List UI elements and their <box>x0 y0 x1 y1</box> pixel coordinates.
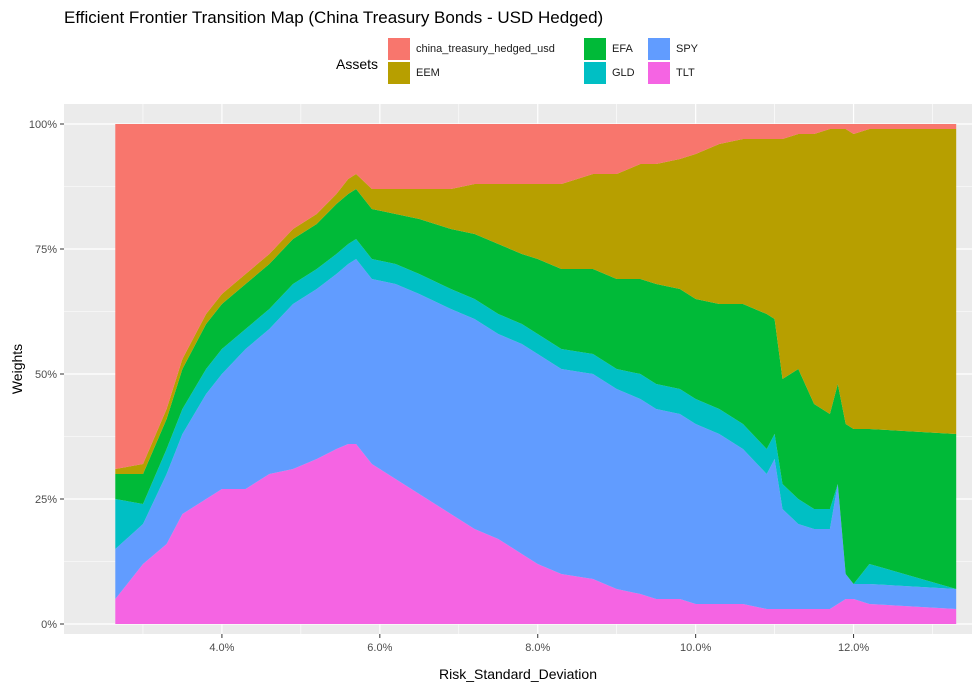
x-axis-title: Risk_Standard_Deviation <box>439 666 597 682</box>
y-tick-label: 25% <box>35 494 57 506</box>
x-tick-label: 8.0% <box>525 642 550 654</box>
area-series <box>115 124 957 624</box>
x-tick-label: 12.0% <box>838 642 869 654</box>
chart-title: Efficient Frontier Transition Map (China… <box>64 8 604 27</box>
x-tick-label: 6.0% <box>367 642 392 654</box>
x-axis: 4.0% 6.0% 8.0% 10.0% 12.0% <box>209 634 869 654</box>
y-axis-title: Weights <box>9 344 25 394</box>
legend-label-gld: GLD <box>612 67 635 79</box>
legend-label-spy: SPY <box>676 43 699 55</box>
legend-key-eem <box>388 62 410 84</box>
y-tick-label: 0% <box>41 619 57 631</box>
area-eem <box>115 129 957 474</box>
legend-title: Assets <box>336 56 379 72</box>
y-axis: 0% 25% 50% 75% 100% <box>29 119 64 631</box>
area-tlt <box>115 444 957 624</box>
y-tick-label: 75% <box>35 244 57 256</box>
area-efa <box>115 189 957 589</box>
legend: Assets china_treasury_hedged_usd EEM EFA… <box>336 38 716 90</box>
legend-key-tlt <box>648 62 670 84</box>
area-spy <box>115 259 957 609</box>
legend-key-spy <box>648 38 670 60</box>
legend-key-efa <box>584 38 606 60</box>
x-tick-label: 4.0% <box>209 642 234 654</box>
legend-key-gld <box>584 62 606 84</box>
x-tick-label: 10.0% <box>680 642 711 654</box>
legend-label-eem: EEM <box>416 67 440 79</box>
legend-label-efa: EFA <box>612 43 633 55</box>
legend-label-tlt: TLT <box>676 67 695 79</box>
y-tick-label: 50% <box>35 369 57 381</box>
y-tick-label: 100% <box>29 119 57 131</box>
area-china-treasury-hedged-usd <box>115 124 957 469</box>
legend-label-china-treasury: china_treasury_hedged_usd <box>416 43 555 55</box>
legend-key-china-treasury <box>388 38 410 60</box>
